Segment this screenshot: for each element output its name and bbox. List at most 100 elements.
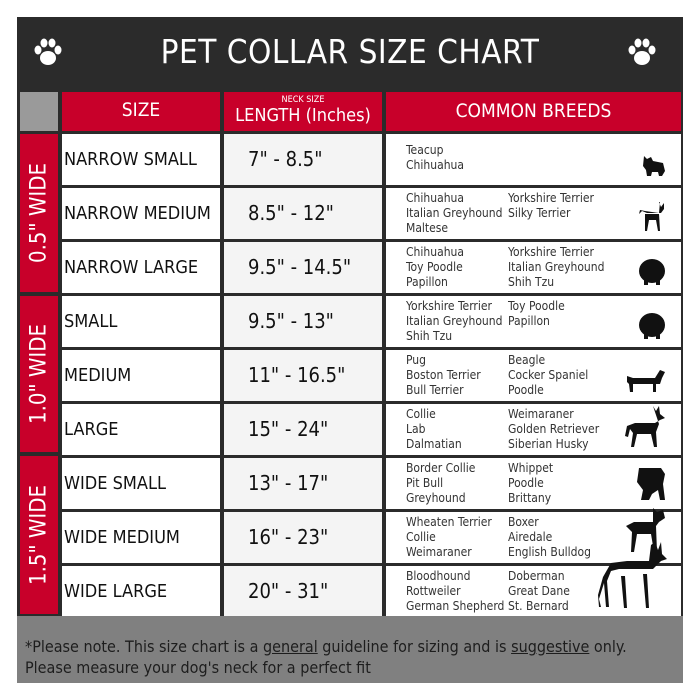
size-cell: NARROW LARGE (62, 242, 220, 293)
breed-name: Collie (406, 530, 436, 544)
breeds-cell: Wheaten Terrier Collie Weimaraner Boxer Air… (386, 508, 681, 563)
breed-name: Collie (406, 407, 436, 421)
dachshund-icon (625, 366, 667, 397)
breed-name: Shih Tzu (406, 329, 453, 343)
breeds-cell: Chihuahua Italian Greyhound Maltese Yorksh… (386, 188, 681, 239)
breed-name: Beagle (508, 353, 546, 367)
footer-emphasis: general (262, 637, 318, 656)
header-length-subtitle: NECK SIZE (281, 95, 325, 105)
breeds-cell: Collie Lab Dalmatian Weimaraner Golden Retr… (386, 404, 681, 455)
table-row: MEDIUM 11" - 16.5" Pug Boston Terrier Bull… (62, 350, 681, 401)
table-row: NARROW MEDIUM 8.5" - 12" Chihuahua Italia… (62, 188, 681, 239)
footer-note: *Please note. This size chart is a gener… (17, 616, 683, 683)
breed-name: Dalmatian (406, 437, 462, 451)
breed-name: Cocker Spaniel (508, 368, 589, 382)
breeds-column-1: Teacup Chihuahua (406, 143, 464, 173)
size-cell: WIDE SMALL (62, 458, 220, 509)
breed-name: Maltese (406, 221, 449, 235)
length-cell: 7" - 8.5" (224, 134, 382, 185)
breed-name: Great Dane (508, 584, 570, 598)
paw-icon (34, 38, 62, 65)
breed-name: Boxer (508, 515, 539, 529)
table-row: SMALL 9.5" - 13" Yorkshire Terrier Italia… (62, 296, 681, 347)
breed-name: Chihuahua (406, 245, 464, 259)
breed-name: Italian Greyhound (406, 314, 503, 328)
length-cell: 8.5" - 12" (224, 188, 382, 239)
footer-text: *Please note. This size chart is a (25, 637, 259, 656)
header-length-label: LENGTH (Inches) (235, 105, 371, 126)
breed-name: Bloodhound (406, 569, 471, 583)
header-breeds: COMMON BREEDS (386, 92, 681, 131)
chihuahua-icon (637, 200, 667, 235)
breed-name: Toy Poodle (406, 260, 463, 274)
paw-icon (628, 38, 656, 65)
breeds-cell: Border Collie Pit Bull Greyhound Whippet Po… (386, 458, 681, 509)
header-size: SIZE (62, 92, 220, 131)
table-row: NARROW SMALL 7" - 8.5" Teacup Chihuahua (62, 134, 681, 185)
breed-name: Poodle (508, 383, 544, 397)
breed-name: Papillon (508, 314, 550, 328)
group-label-regular: 1.0" WIDE (20, 296, 58, 452)
pitbull-icon (623, 506, 667, 559)
breeds-column-2: Whippet Poodle Brittany (508, 461, 553, 506)
breed-name: Siberian Husky (508, 437, 589, 451)
breeds-column-1: Border Collie Pit Bull Greyhound (406, 461, 475, 506)
size-cell: SMALL (62, 296, 220, 347)
footer-text: guideline for sizing and is (317, 637, 507, 656)
breed-name: Chihuahua (406, 158, 464, 172)
size-cell: MEDIUM (62, 350, 220, 401)
group-label-wide: 1.5" WIDE (20, 456, 58, 614)
breed-name: Rottweiler (406, 584, 461, 598)
breed-name: Toy Poodle (508, 299, 565, 313)
breed-name: Yorkshire Terrier (406, 299, 492, 313)
breed-name: Doberman (508, 569, 565, 583)
breeds-column-2: Toy Poodle Papillon (508, 299, 565, 329)
breeds-column-2: Yorkshire Terrier Silky Terrier (508, 191, 594, 221)
breed-name: Bull Terrier (406, 383, 464, 397)
breed-name: Airedale (508, 530, 553, 544)
group-label-text: 1.0" WIDE (26, 324, 52, 424)
shepherd-icon (623, 404, 667, 451)
breed-name: Papillon (406, 275, 448, 289)
breed-name: Border Collie (406, 461, 476, 475)
breeds-column-1: Chihuahua Toy Poodle Papillon (406, 245, 464, 290)
breeds-column-2: Yorkshire Terrier Italian Greyhound Shih T… (508, 245, 604, 290)
table-row: WIDE SMALL 13" - 17" Border Collie Pit Bu… (62, 458, 681, 509)
footer-text: only. (589, 637, 627, 656)
breeds-cell: Chihuahua Toy Poodle Papillon Yorkshire Te… (386, 242, 681, 293)
group-label-narrow: 0.5" WIDE (20, 134, 58, 292)
breed-name: Pit Bull (406, 476, 444, 490)
size-cell: LARGE (62, 404, 220, 455)
breeds-column-1: Bloodhound Rottweiler German Shepherd (406, 569, 504, 614)
breed-name: Italian Greyhound (508, 260, 605, 274)
breeds-column-1: Yorkshire Terrier Italian Greyhound Shih T… (406, 299, 502, 344)
breeds-cell: Yorkshire Terrier Italian Greyhound Shih T… (386, 296, 681, 347)
breeds-column-1: Pug Boston Terrier Bull Terrier (406, 353, 481, 398)
breed-name: Italian Greyhound (406, 206, 503, 220)
breed-name: Boston Terrier (406, 368, 481, 382)
breed-name: Teacup (406, 143, 444, 157)
table-row: LARGE 15" - 24" Collie Lab Dalmatian Weima… (62, 404, 681, 455)
group-label-text: 0.5" WIDE (26, 163, 52, 263)
footer-line-2: Please measure your dog's neck for a per… (25, 658, 371, 677)
table-row: WIDE LARGE 20" - 31" Bloodhound Rottweile… (62, 542, 681, 617)
yorkie-icon (641, 152, 667, 181)
breed-name: Greyhound (406, 491, 466, 505)
length-cell: 11" - 16.5" (224, 350, 382, 401)
length-cell: 16" - 23" (224, 512, 382, 563)
breed-name: Golden Retriever (508, 422, 600, 436)
group-label-text: 1.5" WIDE (26, 485, 52, 585)
breed-name: Pug (406, 353, 426, 367)
size-cell: NARROW SMALL (62, 134, 220, 185)
table-row: WIDE MEDIUM 16" - 23" Wheaten Terrier Col… (62, 508, 681, 563)
header-corner (20, 92, 58, 131)
breed-name: Brittany (508, 491, 552, 505)
size-cell: WIDE MEDIUM (62, 512, 220, 563)
header-length: NECK SIZE LENGTH (Inches) (224, 92, 382, 131)
breed-name: English Bulldog (508, 545, 591, 559)
size-cell: WIDE LARGE (62, 566, 220, 617)
length-cell: 13" - 17" (224, 458, 382, 509)
breed-name: Yorkshire Terrier (508, 245, 594, 259)
breeds-cell: Teacup Chihuahua (386, 134, 681, 185)
breed-name: Poodle (508, 476, 544, 490)
